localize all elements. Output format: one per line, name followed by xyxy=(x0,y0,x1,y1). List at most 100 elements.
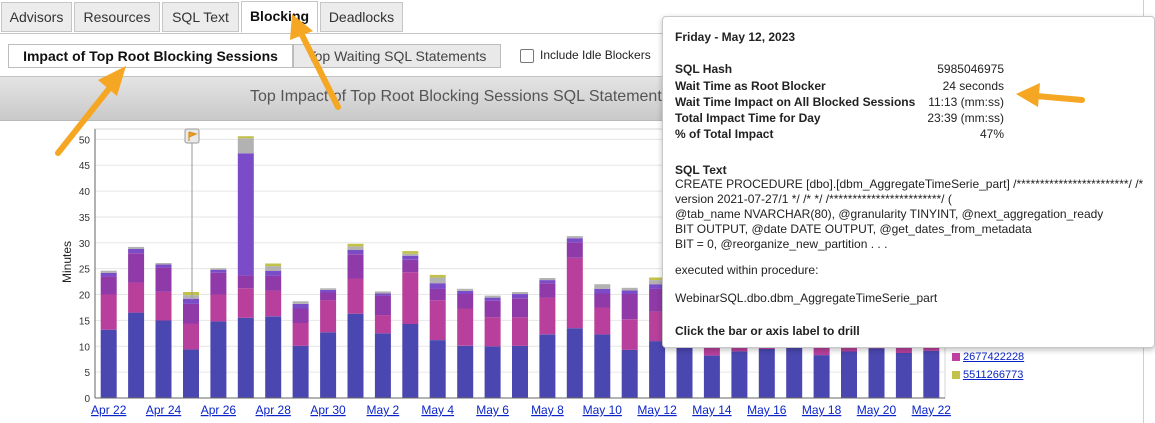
bar-segment[interactable] xyxy=(155,320,172,398)
bar-segment[interactable] xyxy=(621,290,638,294)
bar-segment[interactable] xyxy=(347,254,364,279)
bar-segment[interactable] xyxy=(484,295,501,298)
bar-segment[interactable] xyxy=(347,313,364,398)
x-tick-label[interactable]: May 20 xyxy=(857,403,897,417)
bar-segment[interactable] xyxy=(265,263,282,267)
bar-segment[interactable] xyxy=(594,307,611,335)
bar-segment[interactable] xyxy=(320,332,337,398)
bar-segment[interactable] xyxy=(649,280,666,285)
bar-segment[interactable] xyxy=(594,288,611,294)
bar-segment[interactable] xyxy=(402,255,419,260)
bar-segment[interactable] xyxy=(402,272,419,324)
bar-segment[interactable] xyxy=(868,348,885,398)
bar-segment[interactable] xyxy=(155,267,172,292)
x-tick-label[interactable]: May 18 xyxy=(802,403,842,417)
subtab-impact-top-root-blocking[interactable]: Impact of Top Root Blocking Sessions xyxy=(8,44,293,68)
bar-segment[interactable] xyxy=(292,345,309,398)
x-tick-label[interactable]: May 16 xyxy=(747,403,787,417)
bar-segment[interactable] xyxy=(128,253,145,283)
bar-segment[interactable] xyxy=(484,317,501,347)
bar-segment[interactable] xyxy=(128,249,145,254)
legend-link[interactable]: 2677422228 xyxy=(963,351,1025,363)
bar-segment[interactable] xyxy=(155,292,172,321)
x-tick-label[interactable]: May 10 xyxy=(583,403,623,417)
bar-segment[interactable] xyxy=(649,311,666,342)
bar-segment[interactable] xyxy=(786,347,803,398)
bar-segment[interactable] xyxy=(923,350,940,398)
bar-segment[interactable] xyxy=(649,277,666,281)
x-tick-label[interactable]: Apr 22 xyxy=(91,403,127,417)
bar-segment[interactable] xyxy=(347,278,364,314)
bar-segment[interactable] xyxy=(402,324,419,398)
bar-segment[interactable] xyxy=(484,346,501,398)
bar-segment[interactable] xyxy=(374,315,391,334)
bar-segment[interactable] xyxy=(265,290,282,317)
bar-segment[interactable] xyxy=(457,308,474,346)
bar-segment[interactable] xyxy=(128,246,145,249)
bar-segment[interactable] xyxy=(155,263,172,265)
bar-segment[interactable] xyxy=(292,303,309,309)
bar-segment[interactable] xyxy=(183,323,199,350)
bar-segment[interactable] xyxy=(210,272,227,295)
bar-segment[interactable] xyxy=(566,242,583,258)
bar-segment[interactable] xyxy=(183,298,199,304)
x-tick-label[interactable]: May 2 xyxy=(367,403,400,417)
flag-marker[interactable] xyxy=(184,128,200,300)
bar-segment[interactable] xyxy=(539,334,556,398)
x-tick-label[interactable]: Apr 24 xyxy=(146,403,182,417)
bar-segment[interactable] xyxy=(402,253,419,256)
bar-segment[interactable] xyxy=(265,270,282,276)
bar-segment[interactable] xyxy=(210,268,227,270)
bar-segment[interactable] xyxy=(566,328,583,398)
bar-segment[interactable] xyxy=(210,321,227,398)
bar-segment[interactable] xyxy=(676,343,693,398)
bar-segment[interactable] xyxy=(374,291,391,294)
bar-segment[interactable] xyxy=(731,351,748,398)
bar-segment[interactable] xyxy=(429,277,446,284)
bar-segment[interactable] xyxy=(320,288,337,290)
bar-segment[interactable] xyxy=(183,303,199,324)
tab-deadlocks[interactable]: Deadlocks xyxy=(320,2,403,32)
bar-segment[interactable] xyxy=(128,312,145,398)
include-idle-blockers-checkbox[interactable] xyxy=(520,49,534,63)
bar-segment[interactable] xyxy=(374,295,391,316)
bar-segment[interactable] xyxy=(539,278,556,281)
bar-segment[interactable] xyxy=(539,280,556,284)
x-tick-label[interactable]: May 6 xyxy=(476,403,509,417)
bar-segment[interactable] xyxy=(594,293,611,308)
bar-segment[interactable] xyxy=(621,319,638,350)
bar-segment[interactable] xyxy=(320,300,337,333)
x-tick-label[interactable]: May 14 xyxy=(692,403,732,417)
x-tick-label[interactable]: Apr 28 xyxy=(256,403,292,417)
bar-segment[interactable] xyxy=(895,353,912,398)
subtab-top-waiting-sql[interactable]: Top Waiting SQL Statements xyxy=(293,44,501,68)
bar-segment[interactable] xyxy=(100,270,117,273)
bar-segment[interactable] xyxy=(429,340,446,398)
bar-segment[interactable] xyxy=(594,334,611,398)
bar-segment[interactable] xyxy=(566,236,583,239)
x-tick-label[interactable]: May 8 xyxy=(531,403,564,417)
bar-segment[interactable] xyxy=(539,283,556,298)
bar-segment[interactable] xyxy=(237,288,254,318)
bar-segment[interactable] xyxy=(649,341,666,398)
bar-segment[interactable] xyxy=(183,295,199,299)
bar-segment[interactable] xyxy=(457,288,474,291)
bar-segment[interactable] xyxy=(649,288,666,312)
bar-segment[interactable] xyxy=(429,288,446,301)
bar-segment[interactable] xyxy=(292,308,309,324)
bar-segment[interactable] xyxy=(347,246,364,250)
bar-segment[interactable] xyxy=(621,287,638,291)
bar-segment[interactable] xyxy=(237,275,254,289)
bar-segment[interactable] xyxy=(539,297,556,335)
bar-segment[interactable] xyxy=(374,333,391,398)
tab-advisors[interactable]: Advisors xyxy=(1,2,72,32)
bar-segment[interactable] xyxy=(402,259,419,273)
bar-segment[interactable] xyxy=(237,317,254,398)
x-tick-label[interactable]: Apr 30 xyxy=(310,403,346,417)
bar-segment[interactable] xyxy=(429,274,446,278)
bar-segment[interactable] xyxy=(429,300,446,340)
x-tick-label[interactable]: May 12 xyxy=(637,403,677,417)
bar-segment[interactable] xyxy=(183,292,199,296)
bar-segment[interactable] xyxy=(100,294,117,330)
bar-segment[interactable] xyxy=(457,290,474,294)
